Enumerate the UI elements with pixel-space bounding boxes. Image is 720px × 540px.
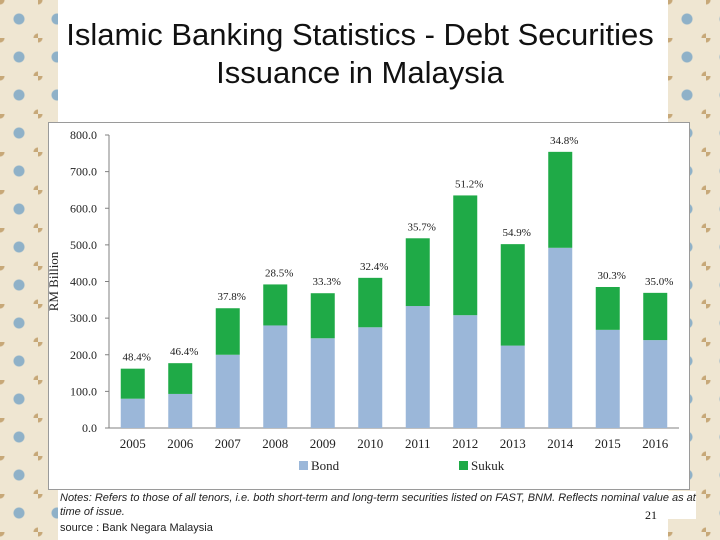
data-label-2005: 48.4% bbox=[123, 352, 151, 364]
y-tick-label: 100.0 bbox=[70, 384, 97, 398]
x-tick-label-2011: 2011 bbox=[405, 436, 431, 451]
notes-text: Notes: Refers to those of all tenors, i.… bbox=[60, 491, 696, 519]
bar-bond-2006 bbox=[168, 393, 193, 428]
y-tick-label: 500.0 bbox=[70, 238, 97, 252]
data-label-2015: 30.3% bbox=[598, 270, 626, 282]
chart-area: 0.0 100.0 200.0 300.0 400.0 500.0 600.0 700.0 80… bbox=[48, 122, 690, 490]
bar-sukuk-2013 bbox=[500, 244, 525, 346]
y-tick-label: 300.0 bbox=[70, 311, 97, 325]
legend-swatch-bond bbox=[299, 461, 308, 470]
bar-sukuk-2011 bbox=[405, 238, 430, 307]
y-tick-label: 200.0 bbox=[70, 348, 97, 362]
bar-sukuk-2005 bbox=[120, 368, 145, 399]
data-label-2007: 37.8% bbox=[218, 291, 246, 303]
bar-bond-2011 bbox=[405, 306, 430, 428]
y-tick-label: 800.0 bbox=[70, 128, 97, 142]
legend-label-sukuk: Sukuk bbox=[471, 458, 505, 473]
y-axis-title: RM Billion bbox=[49, 251, 61, 311]
title-line-1: Islamic Banking Statistics - Debt Securi… bbox=[66, 17, 654, 52]
bar-sukuk-2010 bbox=[358, 277, 383, 328]
bar-bond-2009 bbox=[310, 338, 335, 428]
data-label-2011: 35.7% bbox=[408, 221, 436, 233]
x-tick-label-2007: 2007 bbox=[215, 436, 242, 451]
data-label-2016: 35.0% bbox=[645, 276, 673, 288]
source-text: source : Bank Negara Malaysia bbox=[60, 521, 213, 535]
x-tick-label-2016: 2016 bbox=[642, 436, 669, 451]
bar-bond-2010 bbox=[358, 327, 383, 428]
x-tick-label-2013: 2013 bbox=[500, 436, 526, 451]
bar-bond-2012 bbox=[453, 315, 478, 428]
data-label-2010: 32.4% bbox=[360, 261, 388, 273]
x-tick-label-2015: 2015 bbox=[595, 436, 621, 451]
bar-sukuk-2016 bbox=[643, 292, 668, 341]
y-tick-label: 400.0 bbox=[70, 275, 97, 289]
data-label-2008: 28.5% bbox=[265, 267, 293, 279]
bar-bond-2008 bbox=[263, 325, 288, 428]
bar-bond-2005 bbox=[120, 398, 145, 428]
data-label-2012: 51.2% bbox=[455, 178, 483, 190]
legend-swatch-sukuk bbox=[459, 461, 468, 470]
legend-label-bond: Bond bbox=[311, 458, 340, 473]
bar-sukuk-2006 bbox=[168, 363, 193, 394]
bar-bond-2016 bbox=[643, 340, 668, 428]
title-line-2: Issuance in Malaysia bbox=[216, 55, 504, 90]
bar-bond-2013 bbox=[500, 345, 525, 428]
data-label-2013: 54.9% bbox=[503, 227, 531, 239]
x-tick-label-2005: 2005 bbox=[120, 436, 146, 451]
x-tick-label-2008: 2008 bbox=[262, 436, 288, 451]
bar-sukuk-2012 bbox=[453, 195, 478, 316]
bar-bond-2014 bbox=[548, 247, 573, 428]
stacked-bar-chart: 0.0 100.0 200.0 300.0 400.0 500.0 600.0 700.0 80… bbox=[49, 128, 679, 473]
bar-sukuk-2015 bbox=[595, 286, 620, 330]
page-number: 21 bbox=[636, 505, 666, 525]
x-tick-label-2009: 2009 bbox=[310, 436, 336, 451]
x-tick-label-2014: 2014 bbox=[547, 436, 574, 451]
bar-sukuk-2009 bbox=[310, 293, 335, 339]
data-label-2009: 33.3% bbox=[313, 276, 341, 288]
y-tick-label: 700.0 bbox=[70, 165, 97, 179]
y-tick-label: 600.0 bbox=[70, 201, 97, 215]
bar-sukuk-2007 bbox=[215, 308, 240, 355]
bar-sukuk-2008 bbox=[263, 284, 288, 326]
x-tick-label-2012: 2012 bbox=[452, 436, 478, 451]
slide-title: Islamic Banking Statistics - Debt Securi… bbox=[48, 16, 672, 92]
bar-bond-2015 bbox=[595, 329, 620, 428]
x-tick-label-2010: 2010 bbox=[357, 436, 383, 451]
bar-sukuk-2014 bbox=[548, 151, 573, 248]
data-label-2014: 34.8% bbox=[550, 135, 578, 147]
data-label-2006: 46.4% bbox=[170, 346, 198, 358]
x-tick-label-2006: 2006 bbox=[167, 436, 194, 451]
bar-bond-2007 bbox=[215, 354, 240, 428]
y-tick-label: 0.0 bbox=[82, 421, 97, 435]
